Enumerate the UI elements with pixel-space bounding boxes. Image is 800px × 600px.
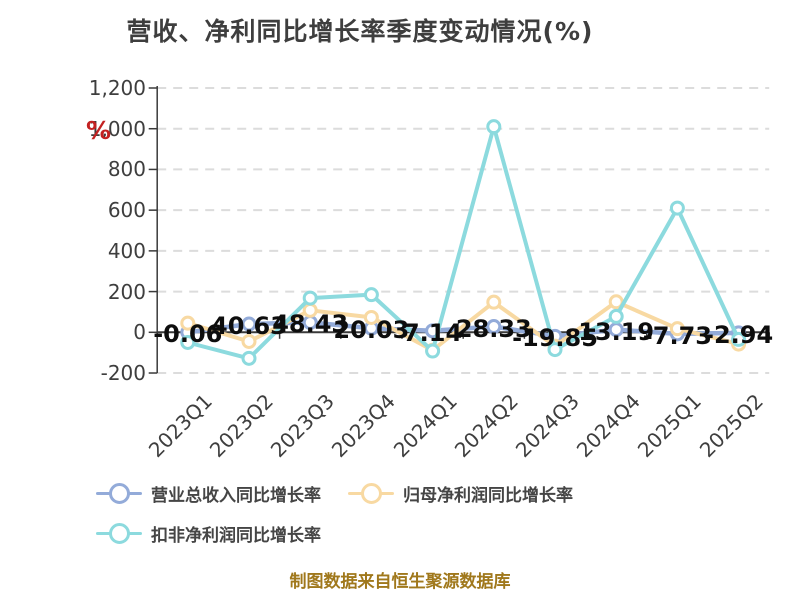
legend-item-net-profit-growth[interactable]: 归母净利润同比增长率 [348,480,573,506]
y-tick-label: -200 [100,361,146,386]
data-label: 7.14 [402,318,463,347]
y-tick-label: 400 [107,238,146,263]
data-label: 20.03 [333,316,410,345]
data-label: 28.33 [455,314,532,343]
y-tick-label: 800 [107,157,146,182]
data-label: 13.19 [578,317,655,346]
series-marker-2 [363,287,379,303]
line-marker-icon [96,482,142,504]
y-tick-label: 0 [133,320,146,345]
y-axis-unit-percent: % [86,116,112,145]
series-line-2 [185,124,741,361]
series-marker-2 [302,290,318,306]
series-marker-1 [669,321,685,337]
data-label: -7.73 [642,321,712,350]
series-marker-0 [241,316,257,332]
legend-item-deducted-profit-growth[interactable]: 扣非净利润同比增长率 [96,520,321,546]
series-marker-0 [486,319,502,335]
line-marker-icon [96,522,142,544]
series-marker-2 [608,308,624,324]
y-tick-label: 1,200 [88,76,146,100]
data-label: -0.06 [153,320,223,349]
series-marker-2 [731,331,747,347]
data-label: 48.43 [272,310,349,339]
y-tick-label: 600 [107,198,146,223]
data-source-note: 制图数据来自恒生聚源数据库 [289,572,511,592]
series-marker-2 [669,200,685,216]
data-label: -19.85 [512,324,598,353]
y-tick-label: 1,000 [88,116,146,141]
series-marker-2 [486,119,502,135]
series-marker-2 [425,343,441,359]
series-marker-2 [180,334,196,350]
legend-label: 归母净利润同比增长率 [403,485,573,506]
chart-title: 营收、净利同比增长率季度变动情况(%) [126,17,594,46]
series-marker-1 [180,315,196,331]
series-marker-1 [241,333,257,349]
series-marker-2 [241,350,257,366]
y-tick-label: 200 [107,279,146,304]
series-marker-1 [363,309,379,325]
line-marker-icon [348,482,394,504]
legend-label: 扣非净利润同比增长率 [151,525,321,546]
legend-label: 营业总收入同比增长率 [151,485,321,506]
legend-item-revenue-growth[interactable]: 营业总收入同比增长率 [96,480,321,506]
series-marker-1 [486,294,502,310]
data-label: -2.94 [704,320,774,349]
series-marker-2 [547,342,563,358]
data-label: 40.63 [211,312,287,341]
